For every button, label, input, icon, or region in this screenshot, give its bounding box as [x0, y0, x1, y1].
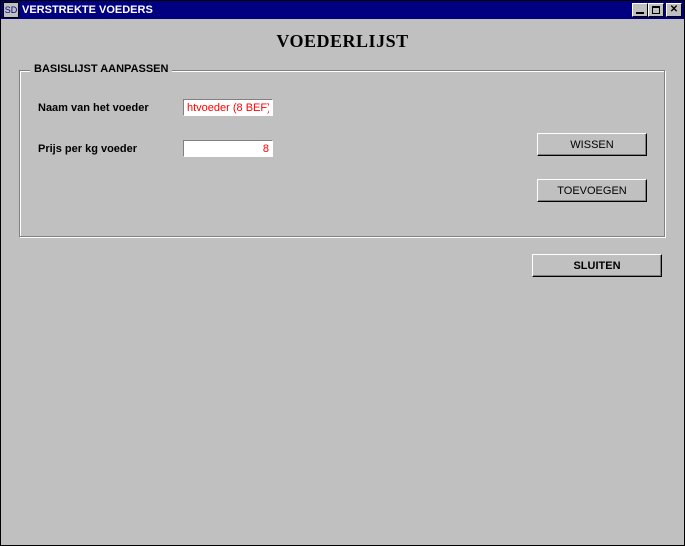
toevoegen-button[interactable]: TOEVOEGEN [537, 179, 647, 202]
page-title: VOEDERLIJST [15, 31, 670, 52]
window-title: VERSTREKTE VOEDERS [22, 4, 632, 16]
sluiten-button[interactable]: SLUITEN [532, 254, 662, 277]
app-icon: SD [3, 2, 19, 18]
client-area: VOEDERLIJST BASISLIJST AANPASSEN Naam va… [1, 19, 684, 545]
groupbox-basislijst: BASISLIJST AANPASSEN Naam van het voeder… [19, 70, 666, 238]
label-name: Naam van het voeder [38, 102, 183, 114]
maximize-icon [652, 6, 660, 14]
label-price: Prijs per kg voeder [38, 143, 183, 155]
minimize-icon [636, 12, 644, 14]
row-name: Naam van het voeder [38, 99, 647, 116]
window-controls: ✕ [632, 3, 682, 17]
wissen-button[interactable]: WISSEN [537, 133, 647, 156]
close-button[interactable]: ✕ [666, 3, 682, 17]
titlebar: SD VERSTREKTE VOEDERS ✕ [1, 1, 684, 19]
minimize-button[interactable] [632, 3, 648, 17]
close-icon: ✕ [670, 5, 678, 15]
input-voeder-naam[interactable] [183, 99, 273, 116]
window-frame: SD VERSTREKTE VOEDERS ✕ VOEDERLIJST BASI… [0, 0, 685, 546]
maximize-button[interactable] [648, 3, 664, 17]
input-prijs[interactable] [183, 140, 273, 157]
groupbox-title: BASISLIJST AANPASSEN [30, 63, 172, 75]
